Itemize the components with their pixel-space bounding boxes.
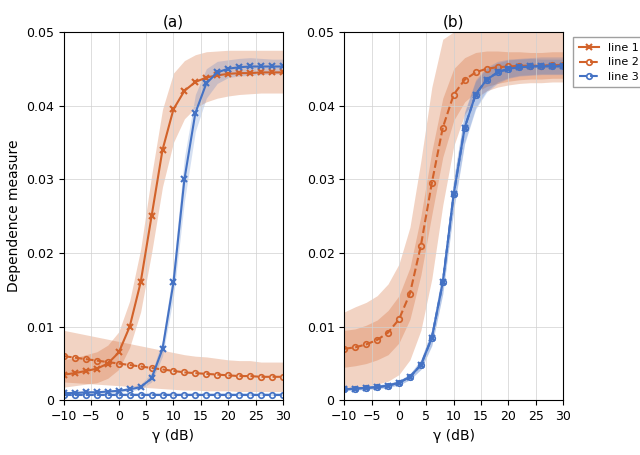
Legend: line 1, line 2, line 3: line 1, line 2, line 3 [573,37,640,87]
Y-axis label: Dependence measure: Dependence measure [7,140,20,293]
X-axis label: γ (dB): γ (dB) [433,429,475,443]
Title: (a): (a) [163,14,184,29]
X-axis label: γ (dB): γ (dB) [152,429,195,443]
Title: (b): (b) [443,14,465,29]
